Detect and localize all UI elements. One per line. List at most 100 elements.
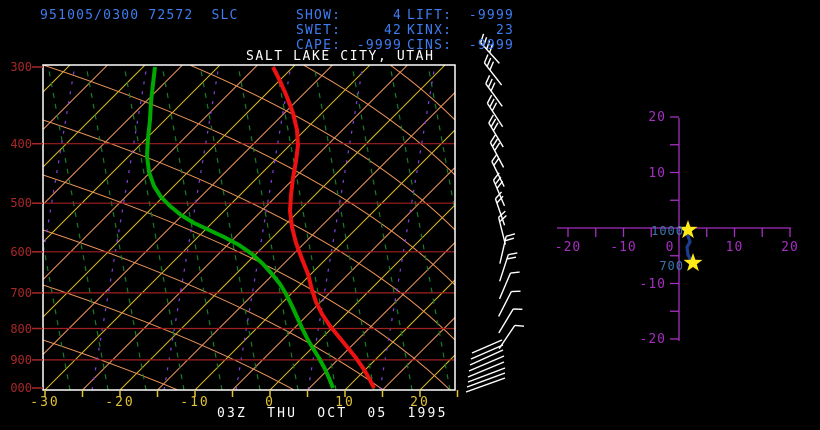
moist-adiabat-line bbox=[85, 65, 147, 390]
wind-barb-tick bbox=[486, 94, 493, 104]
dry-adiabat-line bbox=[43, 284, 296, 390]
surface-wind-staff bbox=[469, 349, 504, 366]
dry-adiabat-line bbox=[302, 65, 455, 176]
moist-adiabat-line bbox=[389, 65, 451, 390]
wind-barb-column bbox=[465, 33, 525, 393]
temp-label--30: -30 bbox=[30, 395, 60, 410]
wind-barb-staff bbox=[499, 254, 509, 282]
wind-barb-tick bbox=[513, 308, 523, 310]
isotherm-line bbox=[43, 65, 333, 356]
wind-barb-tick bbox=[490, 118, 497, 128]
wind-barb-tick bbox=[488, 114, 494, 124]
wind-barb bbox=[488, 114, 504, 148]
hodo-y-label-20: 20 bbox=[648, 110, 666, 125]
moist-adiabat-line bbox=[123, 65, 185, 390]
wind-barb-staff bbox=[488, 122, 504, 148]
wind-barb-tick bbox=[482, 37, 488, 47]
wind-barb bbox=[483, 54, 503, 86]
stat-label-show: SHOW: bbox=[296, 8, 342, 23]
wind-barb-staff bbox=[486, 102, 504, 128]
wind-barb-tick bbox=[514, 324, 525, 327]
surface-wind-staff bbox=[471, 339, 503, 354]
wind-barb-tick bbox=[487, 78, 493, 88]
wind-barb-tick bbox=[510, 271, 520, 274]
wind-barb-staff bbox=[480, 42, 500, 64]
pressure-label-700: 700 bbox=[10, 285, 32, 300]
wind-barb-staff bbox=[497, 217, 507, 245]
dewpoint-curve bbox=[145, 66, 335, 389]
wind-barb-tick bbox=[485, 75, 491, 84]
isotherm-line bbox=[269, 204, 455, 390]
hodo-x-label--10: -10 bbox=[610, 240, 637, 255]
stat-value-kinx: 23 bbox=[495, 23, 514, 38]
isotherm-line bbox=[43, 65, 221, 243]
isotherm-line bbox=[307, 241, 455, 390]
wind-barb-staff bbox=[499, 236, 507, 264]
level-star bbox=[678, 220, 698, 239]
chart-title: SALT LAKE CITY, UTAH bbox=[246, 49, 435, 64]
isotherm-line bbox=[0, 65, 33, 390]
wind-barb bbox=[492, 172, 506, 207]
wind-barb-tick bbox=[479, 33, 485, 43]
wind-barb-staff bbox=[483, 62, 503, 86]
valid-time-line: 03Z THU OCT 05 1995 bbox=[217, 406, 448, 421]
wind-barb-tick bbox=[496, 180, 504, 189]
wind-barb bbox=[498, 271, 520, 300]
pressure-label-900: 900 bbox=[10, 352, 32, 367]
wind-barb-tick bbox=[499, 214, 507, 223]
wind-barb-staff bbox=[498, 308, 514, 334]
pressure-label-600: 600 bbox=[10, 244, 32, 259]
wind-barb-tick bbox=[491, 138, 499, 147]
stat-label-swet: SWET: bbox=[296, 23, 342, 38]
stat-value-show: 4 bbox=[392, 8, 402, 23]
wind-barb-tick bbox=[492, 172, 500, 181]
pressure-label-800: 800 bbox=[10, 321, 32, 336]
surface-wind-staff bbox=[468, 355, 505, 372]
isotherm-line bbox=[43, 65, 146, 168]
wind-barb-tick bbox=[508, 252, 518, 256]
wind-barb bbox=[499, 252, 518, 282]
hodo-y-label-10: 10 bbox=[648, 165, 666, 181]
wind-barb-tick bbox=[494, 191, 503, 200]
hodo-level-label-1000: 1000 bbox=[651, 224, 684, 238]
wind-barb-tick bbox=[494, 142, 501, 151]
wind-barb bbox=[498, 290, 521, 317]
temp-label-20: 20 bbox=[410, 395, 430, 410]
wind-barb-staff bbox=[498, 325, 516, 349]
wind-barb-tick bbox=[492, 122, 499, 132]
hodo-x-label-20: 20 bbox=[781, 240, 799, 255]
wind-barb bbox=[497, 210, 507, 245]
wind-barb-tick bbox=[496, 195, 504, 204]
pressure-label-500: 500 bbox=[10, 196, 32, 211]
isotherm-line bbox=[43, 65, 108, 131]
isotherm-line bbox=[43, 65, 71, 93]
isotherm-line bbox=[344, 279, 455, 390]
dry-adiabat-line bbox=[43, 174, 451, 390]
wind-barb-staff bbox=[498, 272, 512, 300]
wind-barb-tick bbox=[491, 153, 498, 162]
temp-label-10: 10 bbox=[335, 395, 355, 410]
wind-barb-tick bbox=[494, 176, 502, 185]
pressure-label-300: 300 bbox=[10, 60, 32, 74]
wind-barb bbox=[491, 153, 505, 187]
isotherm-line bbox=[43, 65, 296, 318]
moist-adiabat-line bbox=[427, 65, 455, 215]
moist-adiabat-line bbox=[161, 65, 223, 390]
moist-adiabat-line bbox=[199, 65, 261, 390]
wind-barb bbox=[486, 94, 504, 128]
moist-adiabat-line bbox=[275, 65, 337, 390]
dry-adiabat-line bbox=[188, 65, 455, 231]
mixing-ratio-line bbox=[379, 65, 436, 390]
wind-barb-tick bbox=[491, 102, 498, 112]
stat-value-lift: -9999 bbox=[468, 8, 514, 23]
wind-barb bbox=[499, 233, 516, 264]
wind-barb-staff bbox=[492, 179, 506, 207]
dry-adiabat-line bbox=[43, 229, 385, 390]
wind-barb-tick bbox=[485, 40, 491, 50]
temp-label-0: 0 bbox=[265, 395, 275, 410]
wind-barb bbox=[479, 33, 500, 64]
wind-barb-tick bbox=[489, 98, 495, 108]
isotherm-line bbox=[43, 65, 258, 281]
level-star bbox=[683, 253, 703, 272]
